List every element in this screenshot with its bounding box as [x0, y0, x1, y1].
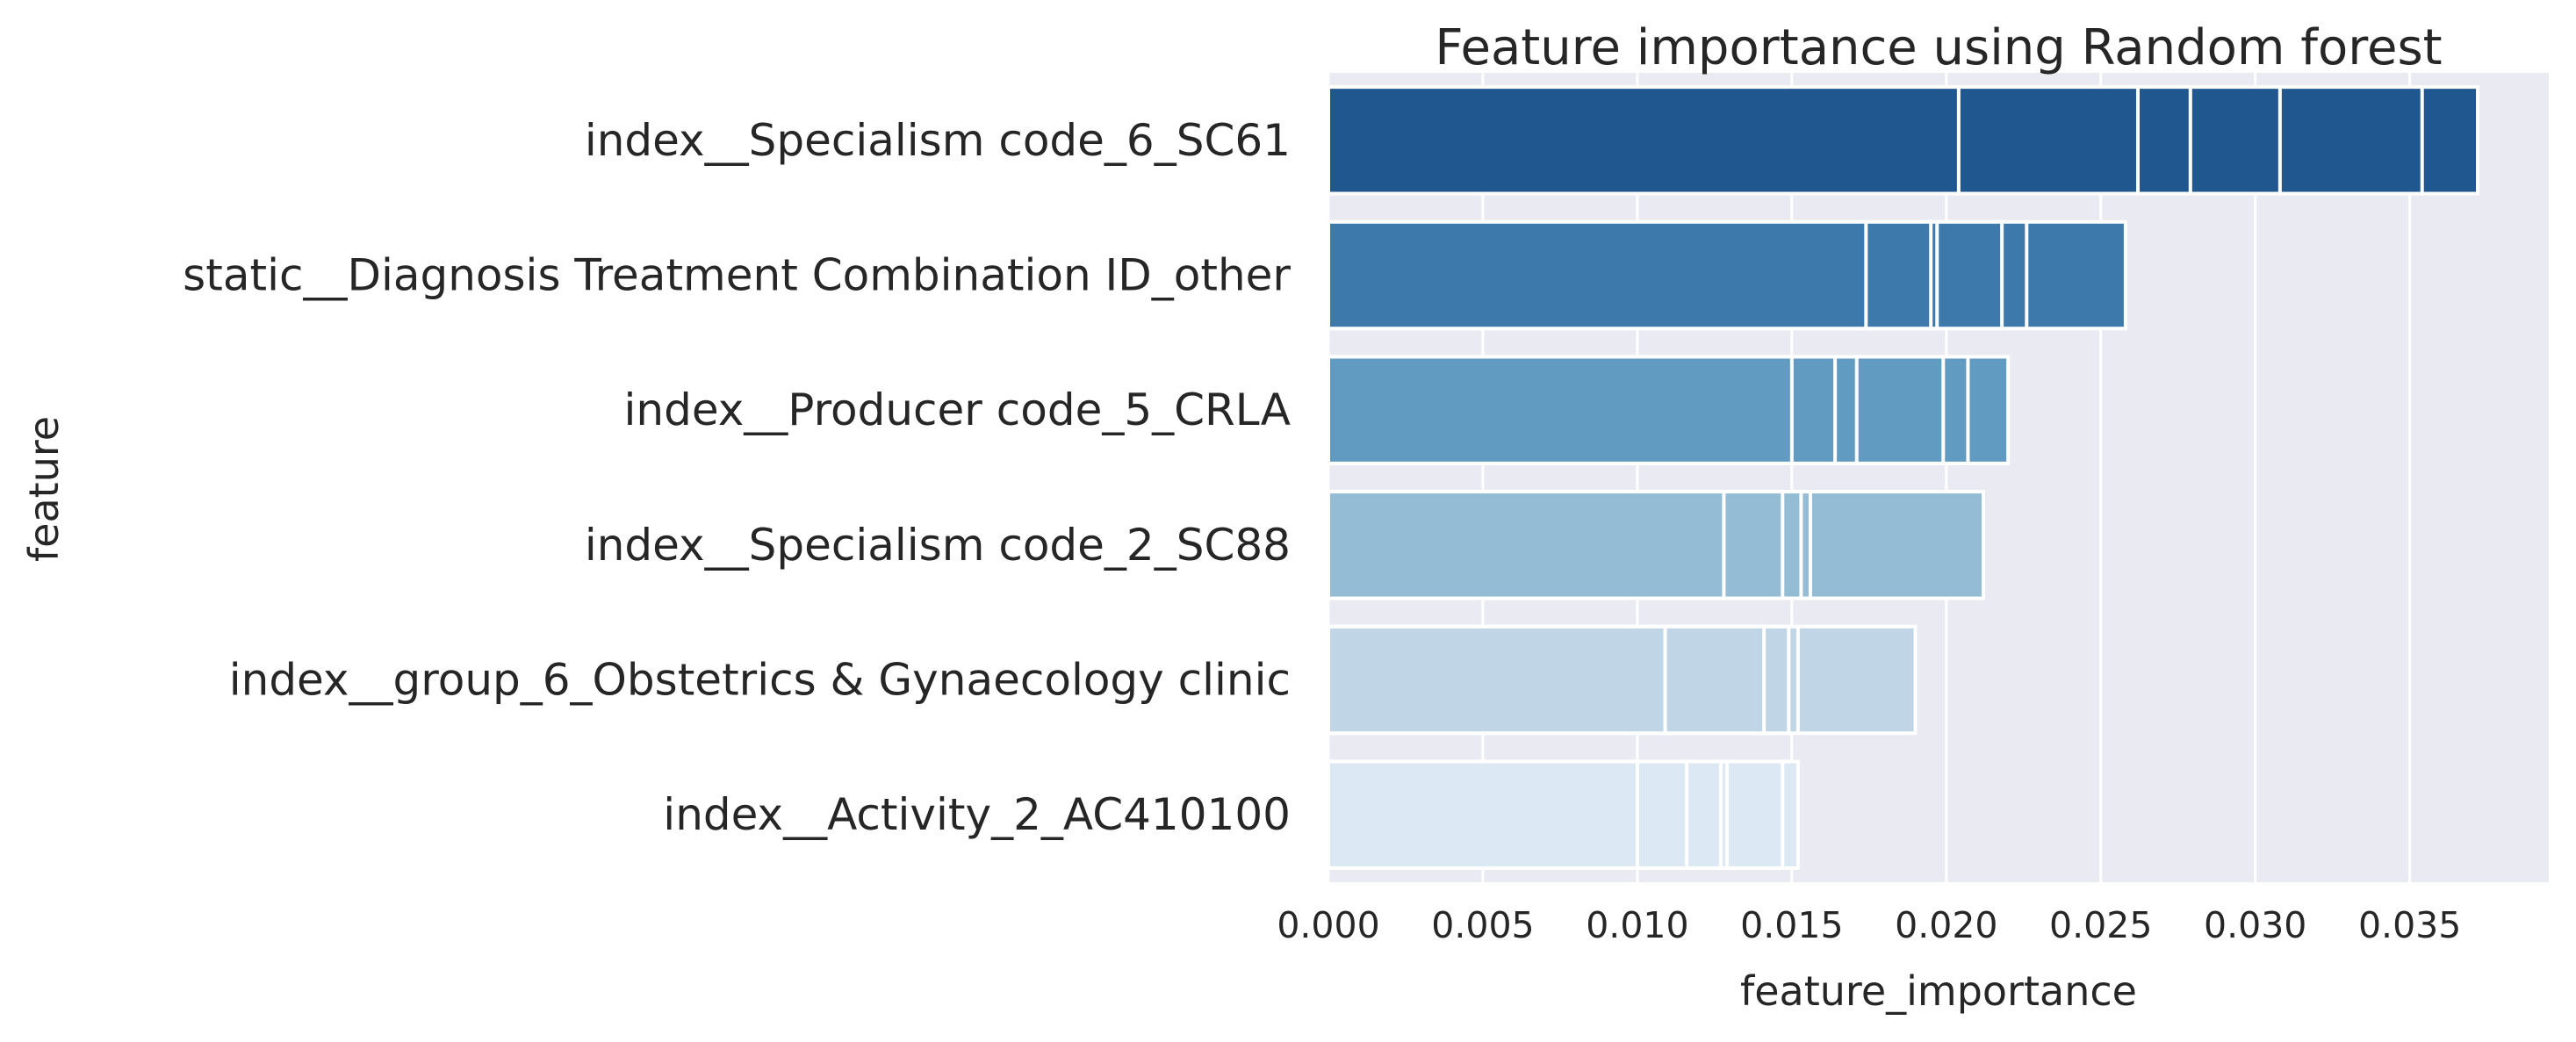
bar	[1327, 490, 1726, 600]
x-tick-label: 0.035	[2358, 904, 2461, 946]
bar	[1327, 355, 1794, 465]
x-tick-label: 0.010	[1586, 904, 1688, 946]
bar	[1327, 624, 1667, 736]
bars	[1327, 85, 2480, 870]
x-tick-label: 0.005	[1431, 904, 1534, 946]
bar	[1327, 759, 1639, 870]
chart-title: Feature importance using Random forest	[1435, 19, 2442, 76]
bar	[1327, 85, 1961, 196]
y-tick-label: index__Producer code_5_CRLA	[624, 384, 1292, 435]
x-axis-label: feature_importance	[1740, 967, 2137, 1015]
x-tick-label: 0.000	[1277, 904, 1379, 946]
x-tick-label: 0.020	[1895, 904, 1997, 946]
y-tick-label: index__Specialism code_6_SC61	[585, 115, 1291, 166]
y-tick-label: static__Diagnosis Treatment Combination …	[183, 250, 1291, 301]
y-tick-label: index__Activity_2_AC410100	[663, 789, 1291, 840]
bar	[1327, 219, 1868, 331]
x-tick-labels: 0.000 0.005 0.010 0.015 0.020 0.025 0.030 0.035	[1277, 904, 2461, 946]
x-tick-label: 0.025	[2049, 904, 2152, 946]
plot-area	[1328, 73, 2549, 882]
x-tick-label: 0.030	[2204, 904, 2306, 946]
y-axis-label: feature	[20, 416, 68, 562]
y-tick-label: index__group_6_Obstetrics & Gynaecology …	[229, 655, 1291, 706]
x-tick-label: 0.015	[1740, 904, 1843, 946]
gridlines	[1327, 73, 2412, 882]
y-tick-label: index__Specialism code_2_SC88	[585, 520, 1291, 571]
y-tick-labels: index__Specialism code_6_SC61 static__Dia…	[183, 115, 1291, 840]
